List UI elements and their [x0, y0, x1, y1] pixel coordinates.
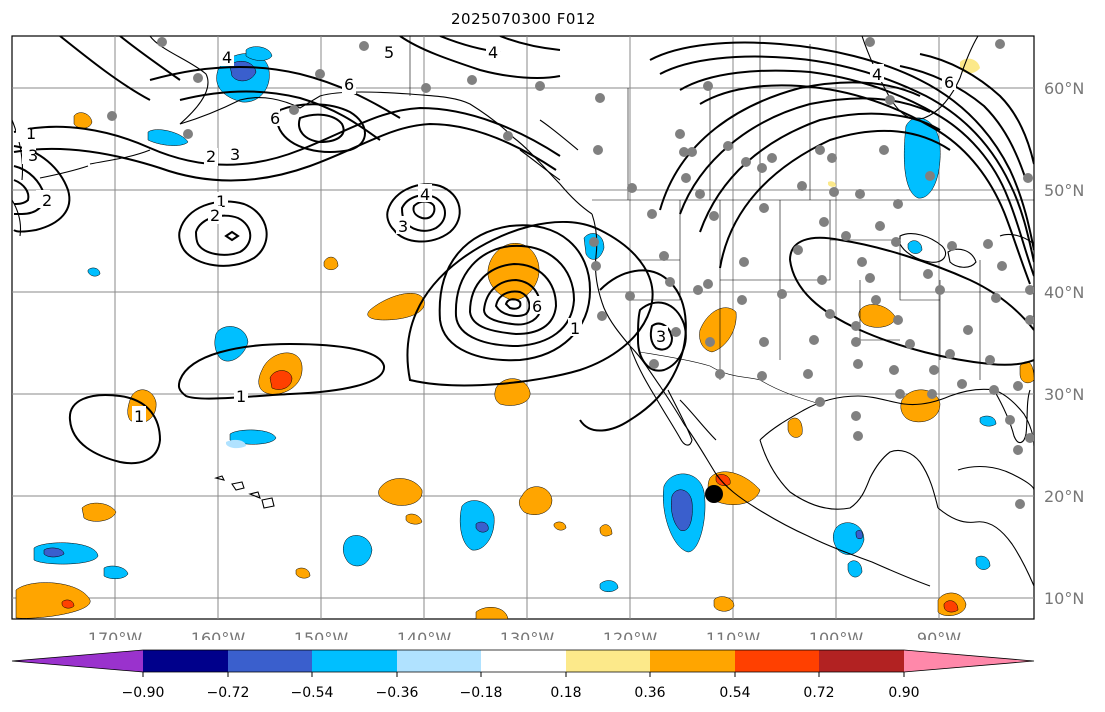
lon-tick-label: 90°W [917, 629, 961, 640]
strong-negative-regions [43, 60, 863, 558]
longitude-ticks: 170°W 160°W 150°W 140°W 130°W 120°W 110°… [88, 629, 961, 640]
colorbar-tick-label: −0.54 [291, 685, 334, 701]
latitude-ticks: 60°N 50°N 40°N 30°N 20°N 10°N [1044, 79, 1084, 608]
lat-tick-label: 10°N [1044, 589, 1084, 608]
lon-tick-label: 150°W [294, 629, 349, 640]
contour-lines [13, 36, 1034, 465]
colorbar-tick-label: −0.18 [460, 685, 503, 701]
lon-tick-label: 170°W [88, 629, 143, 640]
colorbar-segments [11, 649, 1035, 677]
lat-tick-label: 60°N [1044, 79, 1084, 98]
colorbar-tick-label: 0.90 [888, 685, 919, 701]
colorbar-extend-min [12, 650, 143, 672]
contour-label: 4 [488, 43, 498, 62]
colorbar-segment [312, 650, 397, 672]
lon-tick-label: 120°W [603, 629, 658, 640]
contour-label: 6 [532, 297, 542, 316]
lat-tick-label: 40°N [1044, 283, 1084, 302]
lon-tick-label: 110°W [706, 629, 761, 640]
contour-label: 1 [216, 192, 226, 211]
contour-label: 6 [344, 75, 354, 94]
colorbar-tick-label: −0.90 [122, 685, 165, 701]
colorbar-segment [228, 650, 312, 672]
contour-label: 1 [236, 387, 246, 406]
contour-label: 1 [570, 319, 580, 338]
colorbar-segment [819, 650, 904, 672]
colorbar-tick-label: −0.36 [376, 685, 419, 701]
lat-tick-label: 50°N [1044, 181, 1084, 200]
colorbar: −0.90 −0.72 −0.54 −0.36 −0.18 0.18 0.36 … [11, 649, 1035, 701]
contour-label: 1 [26, 124, 36, 143]
colorbar-tick-label: 0.36 [634, 685, 665, 701]
lon-tick-label: 130°W [500, 629, 555, 640]
contour-label: 5 [384, 43, 394, 62]
lon-tick-label: 140°W [397, 629, 452, 640]
colorbar-segment [397, 650, 481, 672]
contour-label: 1 [134, 407, 144, 426]
contour-label: 2 [206, 147, 216, 166]
contour-label: 3 [398, 217, 408, 236]
contour-label: 2 [210, 206, 220, 225]
contour-label: 4 [872, 65, 882, 84]
strong-positive-regions [61, 370, 959, 613]
colorbar-tick-label: −0.72 [207, 685, 250, 701]
contour-label-group: 1 3 2 2 3 4 6 5 [16, 42, 956, 426]
contour-label: 4 [420, 185, 430, 204]
lat-tick-label: 30°N [1044, 385, 1084, 404]
contour-label: 3 [656, 327, 666, 346]
colorbar-segment [650, 650, 735, 672]
political-borders [409, 36, 1034, 405]
weather-map: 1 3 2 2 3 4 6 5 [11, 35, 1084, 640]
colorbar-ticks: −0.90 −0.72 −0.54 −0.36 −0.18 0.18 0.36 … [122, 685, 920, 701]
lon-tick-label: 160°W [191, 629, 246, 640]
lon-tick-label: 100°W [809, 629, 864, 640]
negative-anomaly-regions [33, 46, 997, 592]
colorbar-tick-label: 0.54 [719, 685, 750, 701]
colorbar-extend-max [904, 650, 1034, 672]
contour-label: 3 [230, 145, 240, 164]
colorbar-segment [143, 650, 228, 672]
contour-label: 2 [42, 191, 52, 210]
map-frame [11, 35, 1035, 620]
colorbar-tick-label: 0.72 [803, 685, 834, 701]
highlight-marker [705, 485, 723, 503]
contour-label: 6 [944, 73, 954, 92]
station-markers [107, 37, 1034, 509]
colorbar-tick-label: 0.18 [550, 685, 581, 701]
weak-negative-regions [226, 439, 246, 449]
lat-tick-label: 20°N [1044, 487, 1084, 506]
contour-label: 6 [270, 109, 280, 128]
colorbar-segment [735, 650, 819, 672]
map-title: 2025070300 F012 [451, 10, 596, 28]
colorbar-segment [566, 650, 650, 672]
colorbar-segment [481, 650, 566, 672]
contour-label: 4 [222, 48, 232, 67]
contour-label: 3 [28, 146, 38, 165]
